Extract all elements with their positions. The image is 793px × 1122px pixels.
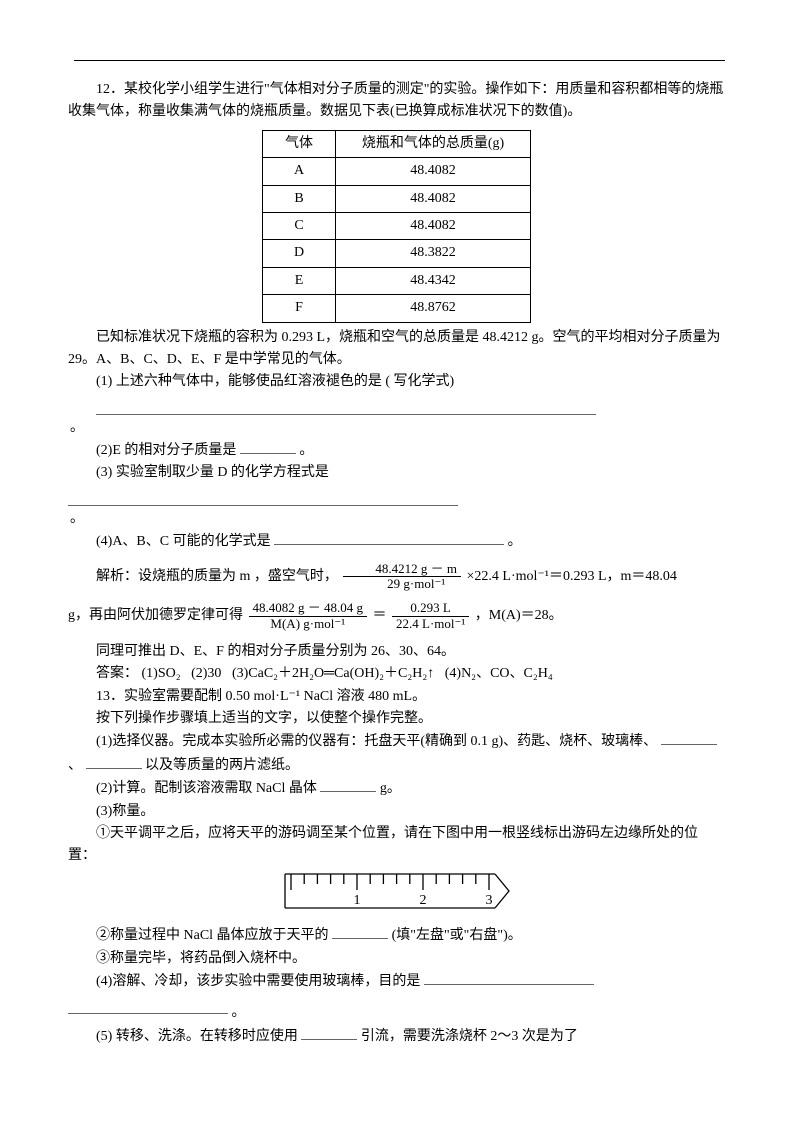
blank xyxy=(274,530,504,545)
blank xyxy=(86,754,142,769)
analysis-lead: 解析：设烧瓶的质量为 m ，盛空气时， xyxy=(96,569,338,584)
blank-line xyxy=(68,999,228,1014)
ans-3: (3)CaC₂＋2H₂O═Ca(OH)₂＋C₂H₂↑ xyxy=(232,666,434,681)
table-row: B48.4082 xyxy=(263,185,531,212)
frac-num: 0.293 L xyxy=(392,601,469,616)
q12-sub4-text: (4)A、B、C 可能的化学式是 xyxy=(96,534,271,549)
ans-1: (1)SO₂ xyxy=(142,666,181,681)
ans-2: (2)30 xyxy=(191,666,221,681)
analysis2-lead: g，再由阿伏加德罗定律可得 xyxy=(68,608,243,623)
frac-num: 48.4082 g － 48.04 g xyxy=(249,601,368,616)
cell-mass: 48.4342 xyxy=(336,267,531,294)
q13-s4a: (4)溶解、冷却，该步实验中需要使用玻璃棒，目的是 xyxy=(96,974,420,989)
q12-table: 气体 烧瓶和气体的总质量(g) A48.4082 B48.4082 C48.40… xyxy=(262,130,531,323)
q13-s5: (5) 转移、洗涤。在转移时应使用 引流，需要洗涤烧杯 2～3 次是为了 xyxy=(68,1025,725,1048)
q12-analysis-2: g，再由阿伏加德罗定律可得 48.4082 g － 48.04 g M(A) g… xyxy=(68,601,725,631)
table-row: E48.4342 xyxy=(263,267,531,294)
cell-mass: 48.8762 xyxy=(336,295,531,322)
fraction: 48.4082 g － 48.04 g M(A) g·mol⁻¹ xyxy=(249,601,368,631)
ruler-svg: 1 2 3 xyxy=(283,872,511,910)
q13-s3-1: ①天平调平之后，应将天平的游码调至某个位置，请在下图中用一根竖线标出游码左边缘所… xyxy=(68,823,725,868)
q12-sub3: (3) 实验室制取少量 D 的化学方程式是 xyxy=(68,462,725,484)
frac-den: M(A) g·mol⁻¹ xyxy=(249,617,368,631)
q13-s3-2a: ②称量过程中 NaCl 晶体应放于天平的 xyxy=(96,928,329,943)
th-gas: 气体 xyxy=(263,130,336,157)
blank xyxy=(332,924,388,939)
cell-gas: C xyxy=(263,212,336,239)
q13-s1: (1)选择仪器。完成本实验所必需的仪器有：托盘天平(精确到 0.1 g)、药匙、… xyxy=(68,730,725,777)
q13-s1c: 以及等质量的两片滤纸。 xyxy=(145,758,299,773)
blank-line xyxy=(96,400,596,415)
table-row: 气体 烧瓶和气体的总质量(g) xyxy=(263,130,531,157)
q12-answers: 答案： (1)SO₂ (2)30 (3)CaC₂＋2H₂O═Ca(OH)₂＋C₂… xyxy=(68,663,725,685)
cell-gas: E xyxy=(263,267,336,294)
cell-mass: 48.4082 xyxy=(336,185,531,212)
analysis-mid: ×22.4 L·mol⁻¹＝0.293 L，m＝48.04 xyxy=(467,569,677,584)
q12-intro: 12．某校化学小组学生进行"气体相对分子质量的测定"的实验。操作如下：用质量和容… xyxy=(68,79,725,124)
top-rule xyxy=(74,60,725,61)
blank xyxy=(424,970,594,985)
q13-intro: 13．实验室需要配制 0.50 mol·L⁻¹ NaCl 溶液 480 mL。 xyxy=(68,686,725,708)
q13-s5a: (5) 转移、洗涤。在转移时应使用 xyxy=(96,1029,298,1044)
table-row: C48.4082 xyxy=(263,212,531,239)
q12-sub2-text: (2)E 的相对分子质量是 xyxy=(96,443,236,458)
fraction: 0.293 L 22.4 L·mol⁻¹ xyxy=(392,601,469,631)
cell-gas: A xyxy=(263,158,336,185)
cell-mass: 48.3822 xyxy=(336,240,531,267)
th-mass: 烧瓶和气体的总质量(g) xyxy=(336,130,531,157)
q13-s3-2: ②称量过程中 NaCl 晶体应放于天平的 (填"左盘"或"右盘")。 xyxy=(68,924,725,947)
period: 。 xyxy=(70,420,84,435)
cell-gas: D xyxy=(263,240,336,267)
fraction: 48.4212 g － m 29 g·mol⁻¹ xyxy=(343,562,461,592)
q12-sub1-text: (1) 上述六种气体中，能够使品红溶液褪色的是 ( 写化学式) xyxy=(96,374,454,389)
period: 。 xyxy=(508,534,522,549)
q13-s1a: (1)选择仪器。完成本实验所必需的仪器有：托盘天平(精确到 0.1 g)、药匙、… xyxy=(96,734,657,749)
q13-s3-3: ③称量完毕，将药品倒入烧杯中。 xyxy=(68,948,725,970)
period: 。 xyxy=(70,511,84,526)
q12-sub2: (2)E 的相对分子质量是 。 xyxy=(68,439,725,462)
blank xyxy=(320,777,376,792)
period: 。 xyxy=(232,1005,246,1020)
q13-s2a: (2)计算。配制该溶液需取 NaCl 晶体 xyxy=(96,781,317,796)
table-row: F48.8762 xyxy=(263,295,531,322)
ruler-figure: 1 2 3 xyxy=(68,872,725,918)
cell-mass: 48.4082 xyxy=(336,158,531,185)
blank xyxy=(240,439,296,454)
q12-sub4: (4)A、B、C 可能的化学式是 。 xyxy=(68,530,725,553)
cell-gas: B xyxy=(263,185,336,212)
ans-4: (4)N₂、CO、C₂H₄ xyxy=(445,666,553,681)
q13-s3: (3)称量。 xyxy=(68,801,725,823)
cell-gas: F xyxy=(263,295,336,322)
ans-label: 答案： xyxy=(96,666,138,681)
q12-sub1: (1) 上述六种气体中，能够使品红溶液褪色的是 ( 写化学式) xyxy=(68,371,725,393)
svg-text:1: 1 xyxy=(353,893,360,908)
q13-intro2: 按下列操作步骤填上适当的文字，以使整个操作完整。 xyxy=(68,708,725,730)
cell-mass: 48.4082 xyxy=(336,212,531,239)
blank xyxy=(661,730,717,745)
blank xyxy=(301,1025,357,1040)
svg-text:3: 3 xyxy=(485,893,492,908)
period: 。 xyxy=(299,443,313,458)
q13-s3-2b: (填"左盘"或"右盘")。 xyxy=(392,928,522,943)
table-row: A48.4082 xyxy=(263,158,531,185)
frac-den: 29 g·mol⁻¹ xyxy=(343,577,461,591)
frac-den: 22.4 L·mol⁻¹ xyxy=(392,617,469,631)
q13-s2b: g。 xyxy=(380,781,401,796)
svg-text:2: 2 xyxy=(419,893,426,908)
q12-known: 已知标准状况下烧瓶的容积为 0.293 L，烧瓶和空气的总质量是 48.4212… xyxy=(68,327,725,372)
q13-s2: (2)计算。配制该溶液需取 NaCl 晶体 g。 xyxy=(68,777,725,800)
q12-analysis-1: 解析：设烧瓶的质量为 m ，盛空气时， 48.4212 g － m 29 g·m… xyxy=(68,562,725,592)
frac-num: 48.4212 g － m xyxy=(343,562,461,577)
q13-s5b: 引流，需要洗涤烧杯 2～3 次是为了 xyxy=(361,1029,578,1044)
q12-analysis-3: 同理可推出 D、E、F 的相对分子质量分别为 26、30、64。 xyxy=(68,641,725,663)
q13-s4: (4)溶解、冷却，该步实验中需要使用玻璃棒，目的是 xyxy=(68,970,725,993)
table-row: D48.3822 xyxy=(263,240,531,267)
blank-line xyxy=(68,491,458,506)
analysis2-tail: ，M(A)＝28。 xyxy=(475,608,563,623)
sep: 、 xyxy=(68,758,82,773)
